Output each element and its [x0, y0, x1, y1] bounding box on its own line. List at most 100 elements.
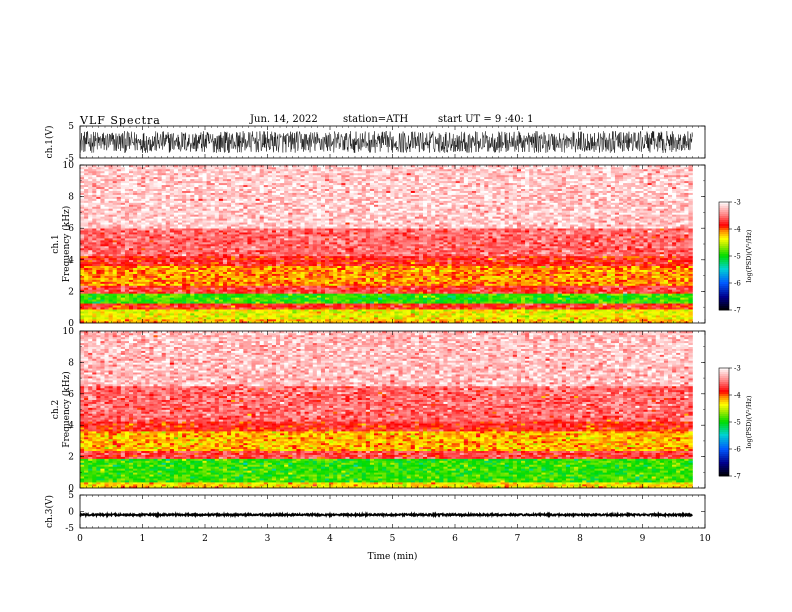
spectro-cell — [84, 259, 89, 263]
spectro-cell — [647, 299, 652, 302]
spectro-cell — [88, 313, 93, 316]
spectro-cell — [590, 269, 595, 272]
spectro-cell — [276, 283, 281, 286]
spectro-cell — [116, 305, 122, 308]
spectro-cell — [198, 311, 203, 314]
spectro-cell — [451, 275, 456, 278]
spectro-cell — [427, 299, 432, 302]
spectro-cell — [141, 295, 146, 298]
spectro-cell — [476, 271, 481, 274]
spectro-cell — [96, 319, 101, 322]
spectro-cell — [541, 293, 546, 296]
spectro-cell — [165, 283, 171, 286]
spectro-cell — [488, 267, 493, 270]
spectro-cell — [100, 287, 105, 290]
spectro-cell — [357, 303, 363, 306]
spectro-cell — [198, 319, 203, 322]
spectro-cell — [459, 319, 465, 322]
spectro-cell — [386, 303, 391, 306]
spectro-cell — [521, 261, 526, 265]
spectro-cell — [672, 293, 677, 296]
spectro-cell — [165, 265, 171, 268]
spectro-cell — [206, 313, 211, 316]
spectro-cell — [202, 309, 207, 312]
spectro-cell — [235, 289, 240, 292]
spectro-cell — [284, 279, 289, 282]
spectro-cell — [267, 259, 273, 263]
spectro-cell — [88, 283, 93, 286]
spectro-cell — [508, 271, 514, 274]
spectro-cell — [296, 291, 301, 294]
spectro-cell — [316, 309, 322, 312]
spectro-cell — [304, 273, 309, 276]
spectro-cell — [345, 309, 350, 312]
spectro-cell — [378, 271, 383, 274]
spectro-cell — [198, 261, 203, 265]
spectro-cell — [500, 279, 505, 282]
spectro-cell — [267, 303, 273, 306]
spectro-cell — [218, 317, 224, 320]
spectro-cell — [357, 307, 363, 310]
spectro-cell — [639, 317, 644, 320]
spectro-cell — [537, 319, 542, 322]
spectro-cell — [410, 277, 416, 280]
spectro-cell — [574, 269, 579, 272]
spectro-cell — [439, 277, 444, 280]
spectro-cell — [280, 313, 285, 316]
spectro-cell — [369, 297, 375, 300]
spectro-cell — [459, 305, 465, 308]
spectro-cell — [619, 275, 624, 278]
spectro-cell — [341, 295, 346, 298]
spectro-cell — [614, 279, 620, 282]
spectro-cell — [92, 321, 97, 324]
spectro-cell — [402, 273, 407, 276]
spectro-cell — [353, 281, 358, 284]
spectro-cell — [472, 295, 477, 298]
spectro-cell — [300, 271, 305, 274]
spectro-cell — [443, 271, 448, 274]
spectro-cell — [84, 277, 89, 280]
spectro-cell — [688, 285, 693, 288]
spectro-cell — [153, 275, 158, 278]
spectro-cell — [606, 293, 612, 296]
spectro-cell — [447, 291, 452, 294]
spectro-cell — [529, 319, 534, 322]
spectro-cell — [206, 319, 211, 322]
spectro-cell — [137, 319, 142, 322]
spectro-cell — [84, 265, 89, 268]
spectro-cell — [259, 303, 265, 306]
spectro-cell — [516, 295, 522, 298]
spectro-cell — [676, 315, 681, 318]
spectro-cell — [263, 303, 269, 306]
spectro-cell — [447, 285, 452, 288]
spectro-cell — [202, 315, 207, 318]
spectro-cell — [443, 285, 448, 288]
spectro-cell — [525, 275, 530, 278]
spectro-cell — [423, 265, 428, 268]
spectro-cell — [537, 303, 542, 306]
spectro-cell — [92, 319, 97, 322]
spectro-cell — [267, 265, 273, 268]
spectro-cell — [602, 269, 608, 272]
spectro-cell — [333, 297, 338, 300]
spectro-cell — [206, 309, 211, 312]
spectro-cell — [488, 307, 493, 310]
spectro-cell — [410, 279, 416, 282]
spectro-cell — [369, 261, 375, 265]
spectro-cell — [578, 287, 583, 290]
spectro-cell — [443, 261, 448, 265]
spectro-cell — [161, 307, 167, 310]
spectro-cell — [602, 277, 608, 280]
spectro-cell — [345, 259, 350, 263]
spectro-cell — [222, 269, 228, 272]
spectro-cell — [145, 295, 150, 298]
spectro-cell — [639, 299, 644, 302]
spectro-cell — [284, 291, 289, 294]
spectro-cell — [472, 269, 477, 272]
spectro-cell — [173, 293, 179, 296]
spectro-cell — [173, 283, 179, 286]
spectro-cell — [525, 297, 530, 300]
spectro-cell — [300, 313, 305, 316]
spectro-cell — [557, 283, 563, 286]
spectro-cell — [647, 275, 652, 278]
